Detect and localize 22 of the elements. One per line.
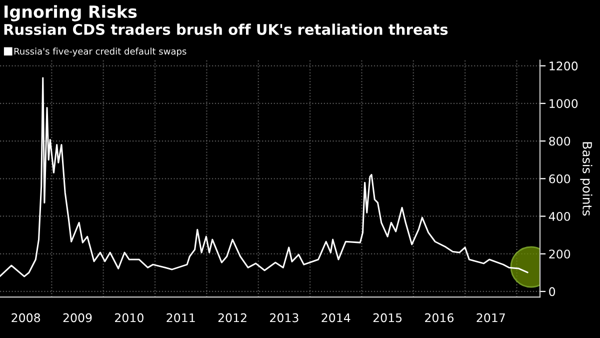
x-tick-label: 2013 [270,313,298,322]
x-tick-label: 2016 [425,313,454,322]
y-tick-label: 400 [548,212,570,221]
chart-subtitle: Russian CDS traders brush off UK's retaliation threats [4,24,448,35]
x-tick-label: 2010 [115,313,144,322]
x-tick-label: 2011 [166,313,195,322]
x-tick-label: 2009 [63,313,92,322]
x-tick-label: 2015 [373,313,402,322]
chart-title: Ignoring Risks [4,5,137,22]
x-tick-label: 2008 [12,313,40,322]
y-tick-label: 1200 [550,62,578,70]
y-axis-title: Basis points [580,142,592,216]
y-tick-label: 0 [549,287,556,296]
y-tick-label: 600 [549,174,570,184]
legend-label: Russia's five-year credit default swaps [14,48,186,56]
x-tick-label: 2012 [218,313,246,322]
x-tick-label: 2017 [476,313,505,322]
line-series [0,77,528,278]
x-tick-label: 2014 [322,313,350,322]
y-tick-label: 800 [549,136,570,146]
y-tick-label: 1000 [550,99,578,108]
y-tick-label: 200 [549,250,570,259]
